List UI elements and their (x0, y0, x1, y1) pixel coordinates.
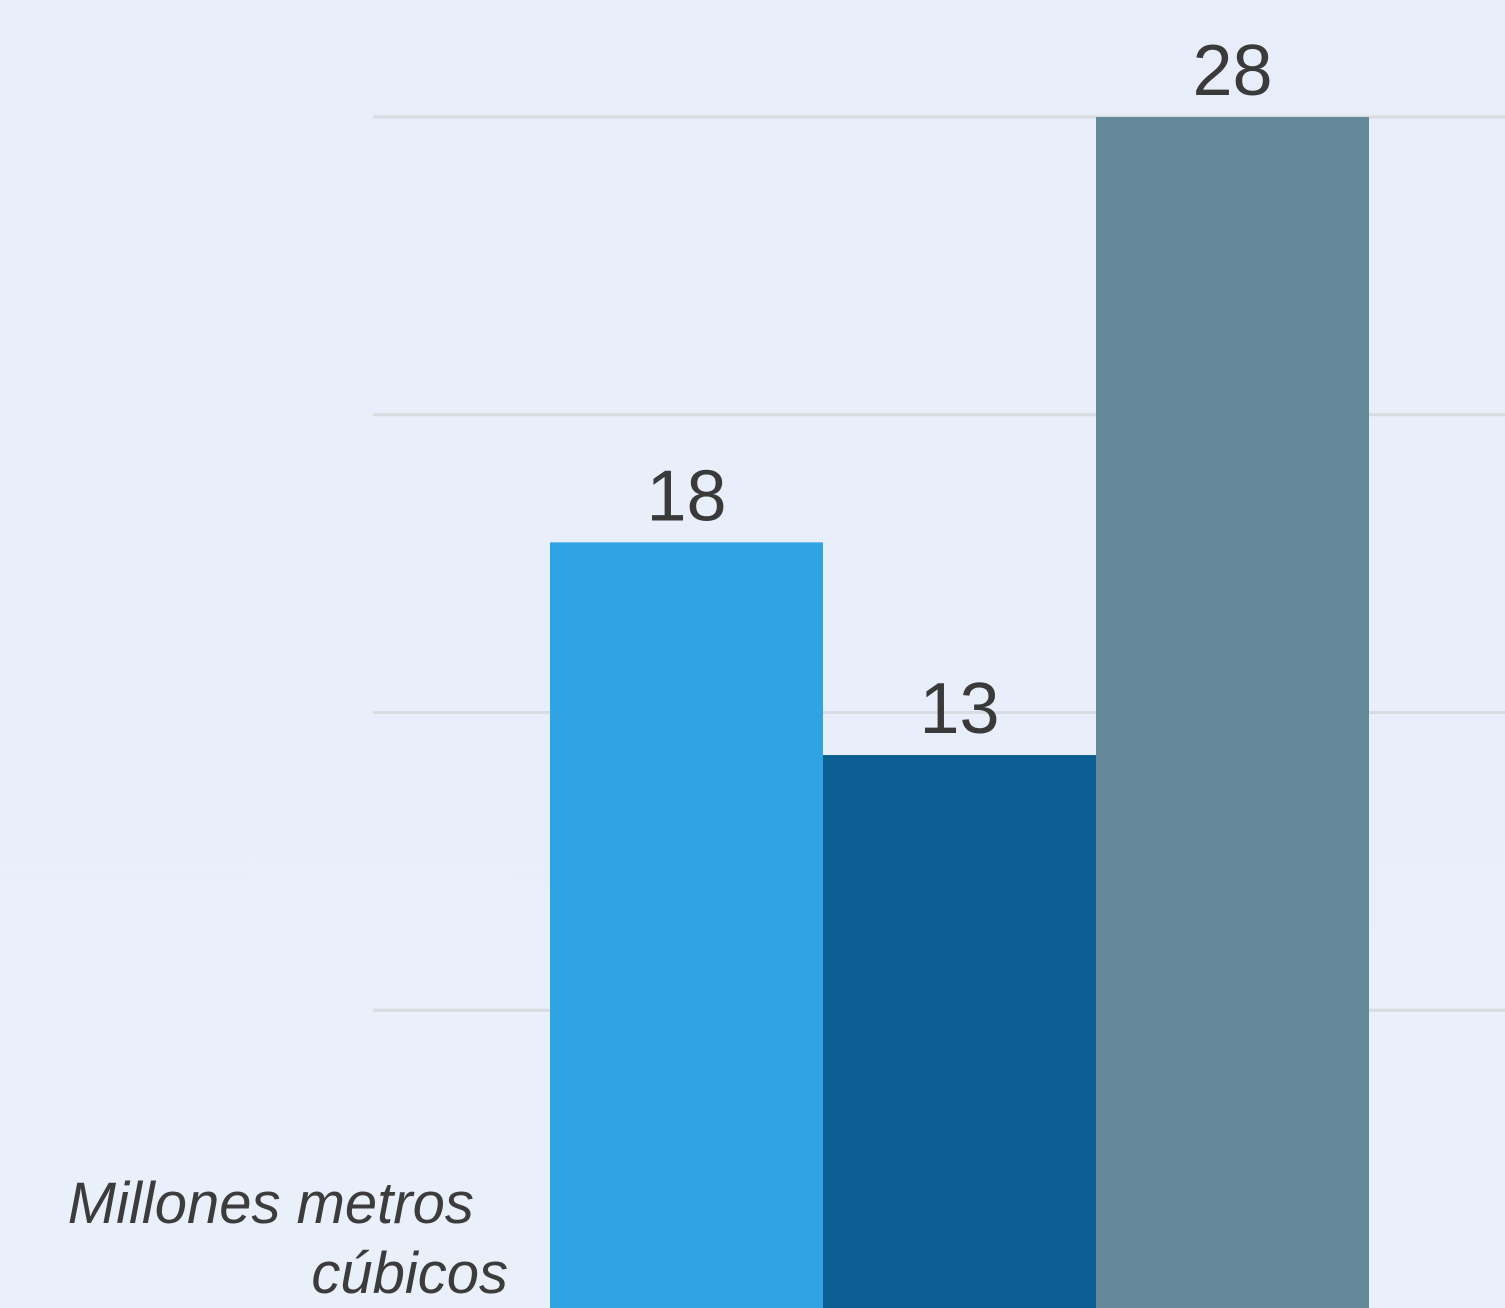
value-label-1: 18 (646, 456, 726, 536)
y-axis-unit-line-1: Millones metros (68, 1171, 474, 1236)
bar-1 (550, 542, 823, 1308)
value-label-3: 28 (1192, 31, 1272, 111)
value-labels: 18 13 28 (646, 31, 1272, 749)
value-label-2: 13 (919, 669, 999, 749)
bar-3 (1096, 117, 1369, 1308)
bar-2 (823, 755, 1096, 1308)
y-axis-unit-line-2: cúbicos (311, 1241, 508, 1306)
bars (550, 117, 1369, 1308)
y-axis-unit-label: Millones metros cúbicos (68, 1171, 508, 1306)
